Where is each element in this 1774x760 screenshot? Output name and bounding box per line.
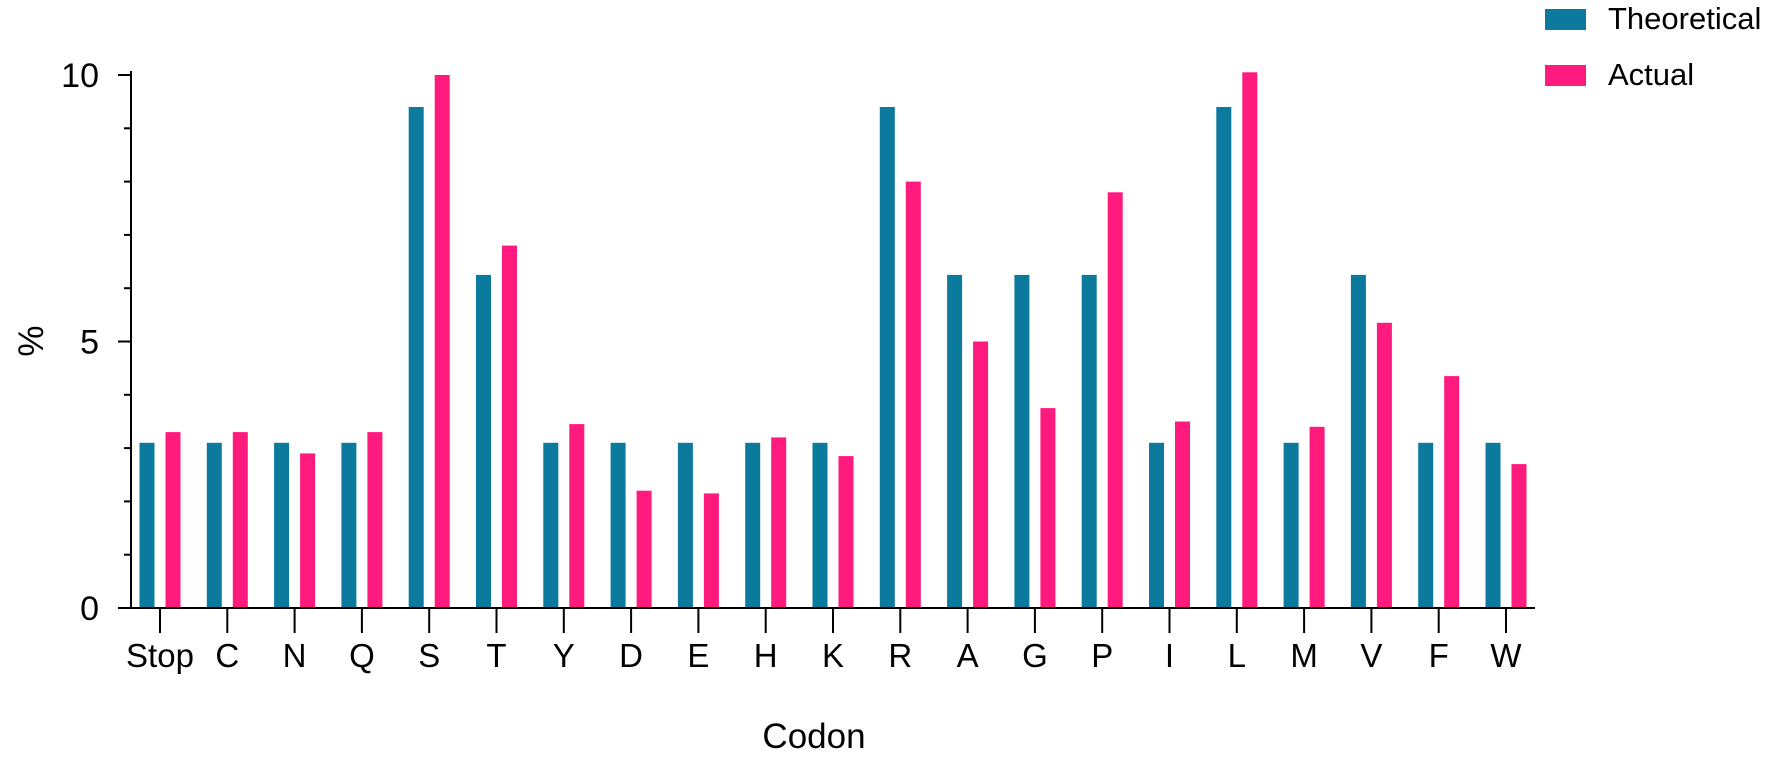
bar-actual-e <box>703 493 719 608</box>
bar-actual-d <box>636 490 652 608</box>
x-category-label: L <box>1228 637 1246 674</box>
bar-theoretical-i <box>1149 442 1164 608</box>
legend-swatch-theoretical <box>1545 9 1586 30</box>
x-category-label: Y <box>553 637 575 674</box>
bar-actual-l <box>1242 72 1258 609</box>
bar-actual-stop <box>165 432 181 608</box>
bar-theoretical-y <box>543 442 559 608</box>
y-tick-label: 0 <box>80 590 99 628</box>
bar-theoretical-a <box>947 274 963 608</box>
x-category-label: A <box>957 637 979 674</box>
y-axis-title: % <box>12 325 51 356</box>
x-category-label: G <box>1022 637 1048 674</box>
bar-actual-v <box>1376 322 1392 608</box>
bar-theoretical-q <box>341 442 357 608</box>
bar-theoretical-n <box>274 442 290 608</box>
bar-theoretical-stop <box>139 442 155 608</box>
bar-theoretical-f <box>1418 442 1434 608</box>
bar-theoretical-r <box>879 107 895 608</box>
bar-theoretical-w <box>1485 442 1501 608</box>
x-category-label: N <box>283 637 307 674</box>
bar-actual-r <box>905 181 921 608</box>
x-category-label: Stop <box>126 637 194 674</box>
bar-actual-k <box>838 456 854 608</box>
x-category-label: D <box>619 637 643 674</box>
bar-actual-a <box>973 341 989 608</box>
x-category-label: T <box>486 637 506 674</box>
bar-actual-p <box>1107 192 1123 609</box>
x-category-label: I <box>1165 637 1174 674</box>
bar-actual-m <box>1309 426 1325 608</box>
x-category-label: M <box>1290 637 1318 674</box>
bar-theoretical-p <box>1081 274 1097 608</box>
x-category-label: K <box>822 637 844 674</box>
bar-theoretical-v <box>1350 274 1366 608</box>
x-category-label: C <box>215 637 239 674</box>
legend-label-actual: Actual <box>1608 57 1694 92</box>
y-tick-label: 5 <box>80 324 99 362</box>
x-axis-title: Codon <box>762 717 865 756</box>
bar-theoretical-h <box>745 442 761 608</box>
x-category-label: R <box>888 637 912 674</box>
bar-actual-h <box>771 437 787 608</box>
x-category-label: V <box>1360 637 1382 674</box>
y-ticks-group: 0 5 10 <box>61 57 131 628</box>
bar-theoretical-c <box>206 442 222 608</box>
bar-actual-s <box>434 75 450 608</box>
bar-actual-i <box>1175 421 1190 608</box>
x-category-label: H <box>754 637 778 674</box>
y-tick-label: 10 <box>61 57 99 95</box>
bar-actual-c <box>232 432 248 608</box>
bar-actual-f <box>1444 376 1460 608</box>
legend: Theoretical Actual <box>1545 1 1761 92</box>
bar-actual-y <box>569 424 585 608</box>
bar-actual-n <box>300 453 316 608</box>
x-category-label: S <box>418 637 440 674</box>
bar-actual-t <box>502 245 517 608</box>
x-category-label: E <box>687 637 709 674</box>
bar-theoretical-s <box>408 107 424 608</box>
bar-actual-w <box>1511 464 1527 608</box>
x-category-label: F <box>1429 637 1449 674</box>
x-category-label: P <box>1091 637 1113 674</box>
bar-theoretical-m <box>1283 442 1299 608</box>
bar-actual-q <box>367 432 383 608</box>
x-category-label: W <box>1490 637 1522 674</box>
legend-swatch-actual <box>1545 65 1586 86</box>
bar-theoretical-d <box>610 442 626 608</box>
bars-group <box>139 72 1527 609</box>
legend-label-theoretical: Theoretical <box>1608 1 1761 36</box>
x-category-label: Q <box>349 637 375 674</box>
bar-theoretical-k <box>812 442 828 608</box>
bar-theoretical-t <box>476 274 491 608</box>
bar-theoretical-l <box>1216 107 1232 608</box>
bar-actual-g <box>1040 408 1056 608</box>
x-ticks-group: Stop C N Q S T Y D E H K R A G P I L M V F W <box>126 608 1522 674</box>
bar-theoretical-g <box>1014 274 1030 608</box>
bar-theoretical-e <box>677 442 693 608</box>
